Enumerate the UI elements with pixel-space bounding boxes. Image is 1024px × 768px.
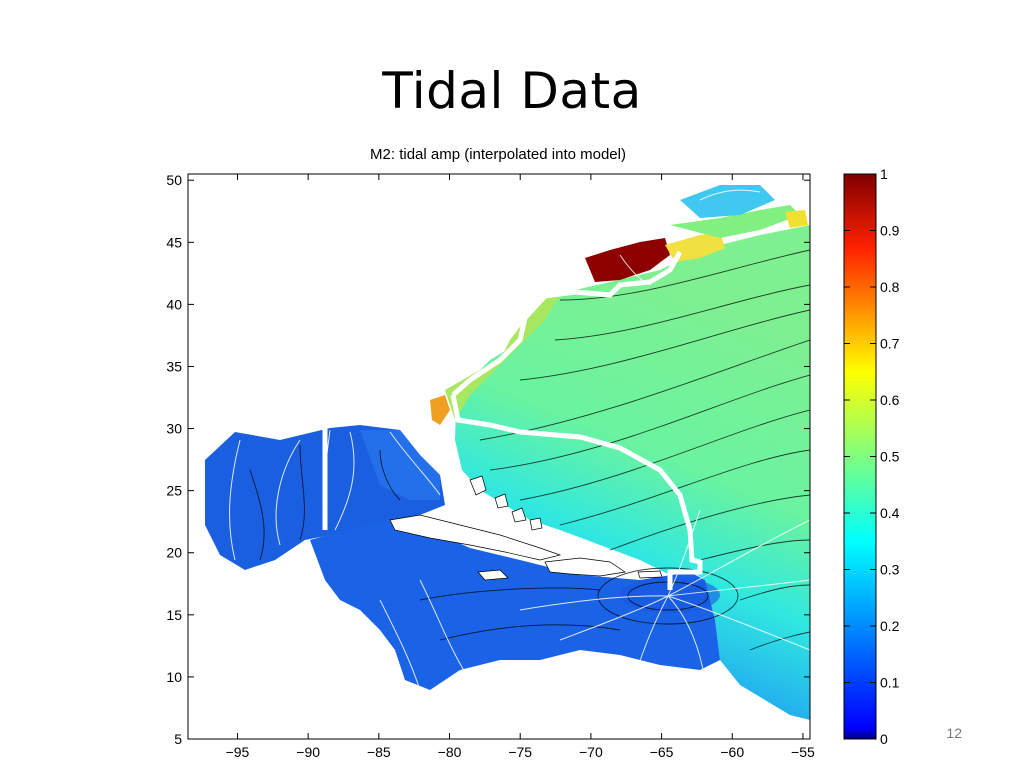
y-tick-label: 10: [166, 669, 182, 685]
hispaniola-land: [544, 557, 626, 577]
cuba-land: [389, 514, 562, 561]
x-tick-label: −75: [508, 744, 532, 760]
x-tick-label: −95: [226, 744, 250, 760]
x-tick-label: −90: [296, 744, 320, 760]
colorbar-tick-label: 0.5: [880, 449, 900, 465]
y-tick-label: 15: [166, 607, 182, 623]
bay-of-fundy-high-amp: [585, 238, 670, 282]
y-tick-label: 20: [166, 545, 182, 561]
map-plot-area: [188, 174, 810, 739]
map-axes-frame: [187, 173, 811, 740]
colorbar-tick-label: 0.1: [880, 675, 900, 691]
x-tick-label: −65: [650, 744, 674, 760]
tidal-streamlines: [229, 189, 810, 691]
x-axis: −95 −90 −85 −80 −75 −70 −65 −60 −55: [226, 174, 815, 760]
colorbar-tick-label: 0.9: [880, 223, 900, 239]
x-tick-label: −55: [791, 744, 815, 760]
y-tick-label: 35: [166, 358, 182, 374]
y-tick-label: 40: [166, 296, 182, 312]
atlantic-ocean-field: [455, 225, 810, 720]
y-tick-label: 25: [166, 483, 182, 499]
map-title: M2: tidal amp (interpolated into model): [370, 146, 626, 163]
x-tick-label: −70: [579, 744, 603, 760]
colorbar-tick-label: 0.6: [880, 392, 900, 408]
x-tick-label: −85: [367, 744, 391, 760]
caribbean-sea-field: [310, 520, 720, 690]
colorbar-tick-label: 0: [880, 731, 888, 747]
y-tick-label: 50: [166, 172, 182, 188]
y-tick-label: 45: [166, 234, 182, 250]
x-tick-label: −60: [720, 744, 744, 760]
puerto-rico-land: [637, 570, 663, 579]
slide-title: Tidal Data: [382, 62, 642, 120]
y-tick-label: 5: [174, 731, 182, 747]
colorbar-tick-label: 0.8: [880, 279, 900, 295]
colorbar-tick-label: 1: [880, 166, 888, 182]
x-tick-label: −80: [438, 744, 462, 760]
land-masses: [389, 475, 663, 581]
colorbar-tick-label: 0.2: [880, 618, 900, 634]
y-axis: 5 10 15 20 25 30 35 40 45 50: [166, 172, 810, 747]
page-number: 12: [946, 725, 962, 741]
jamaica-land: [477, 569, 509, 581]
colorbar-tick-label: 0.7: [880, 336, 900, 352]
colorbar-tick-label: 0.3: [880, 562, 900, 578]
colorbar-ticks: 0 0.1 0.2 0.3 0.4 0.5 0.6 0.7 0.8 0.9 1: [844, 166, 900, 747]
y-tick-label: 30: [166, 421, 182, 437]
colorbar-tick-label: 0.4: [880, 505, 900, 521]
model-boundary: [450, 250, 703, 590]
